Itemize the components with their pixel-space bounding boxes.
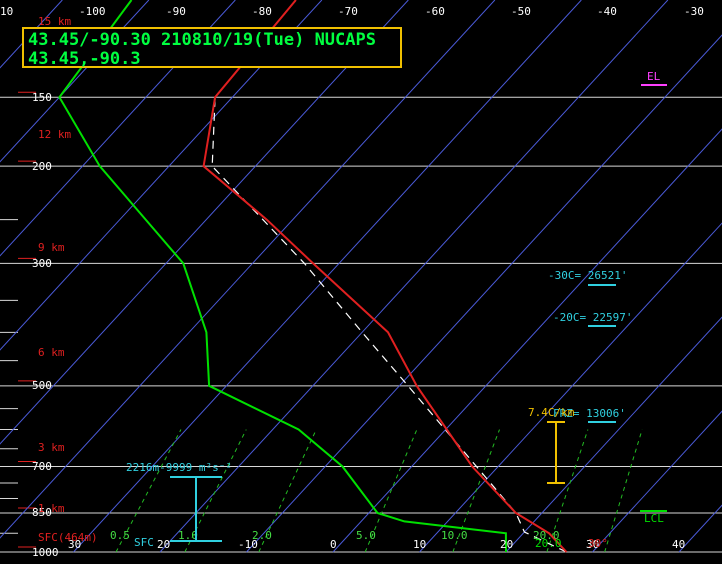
mixing-ratio-line (604, 429, 643, 553)
mixing-ratio-line (546, 429, 589, 553)
isotherm-line (0, 0, 496, 539)
bottom-tick-label: 20 (157, 538, 170, 551)
isobar-lines (0, 91, 722, 553)
pressure-label: 500 (32, 379, 52, 392)
mixing-ratio-label: 5.0 (356, 529, 376, 542)
parcel-trace (211, 97, 567, 553)
sounding-title-box: 43.45/-90.30 210810/19(Tue) NUCAPS 43.45… (22, 27, 402, 69)
mixing-ratio-label: 20.0 (533, 529, 560, 542)
mixing-ratio-line (452, 429, 500, 553)
bottom-tick-label: 30 (586, 538, 599, 551)
bottom-tick-label: 0 (330, 538, 337, 551)
height-label: 15 km (38, 15, 71, 28)
mixing-ratio-lines (115, 429, 643, 553)
isotherm-line (419, 222, 722, 553)
pressure-label: 700 (32, 460, 52, 473)
isotherm-line (592, 410, 722, 553)
isotherm-line (0, 0, 409, 445)
top-tick-label: -100 (79, 5, 106, 18)
sounding-title: 43.45/-90.30 210810/19(Tue) NUCAPS (28, 30, 376, 50)
top-tick-label: -90 (166, 5, 186, 18)
minus20c-label: -20C= 22597' (553, 311, 632, 324)
mixing-ratio-line (258, 429, 317, 553)
top-tick-label: -80 (252, 5, 272, 18)
helicity-label: 2216m-9999 m²s⁻² (126, 461, 232, 474)
dewpoint-trace (58, 0, 507, 553)
top-tick-label: 10 (0, 5, 13, 18)
isotherm-line (246, 34, 722, 553)
bottom-tick-label: 40 (672, 538, 685, 551)
minus30c-label: -30C= 26521' (548, 269, 627, 282)
pressure-label: 200 (32, 160, 52, 173)
sfc-label: SFC (134, 536, 154, 549)
top-tick-label: -70 (338, 5, 358, 18)
bottom-tick-label: 10 (413, 538, 426, 551)
mixing-ratio-label: 0.5 (110, 529, 130, 542)
pressure-label: 150 (32, 91, 52, 104)
mixing-ratio-label: 1.0 (178, 529, 198, 542)
isotherm-line (332, 128, 722, 553)
mixing-ratio-line (115, 429, 182, 553)
pressure-label: 850 (32, 506, 52, 519)
el-label: EL (647, 70, 661, 83)
isotherm-line (0, 0, 236, 257)
bottom-tick-label: -10 (238, 538, 258, 551)
height-label: 3 km (38, 441, 65, 454)
top-tick-label: -30 (684, 5, 704, 18)
isotherm-line (159, 0, 669, 553)
sounding-profiles (58, 0, 568, 553)
surface-temperature-label: 30° (588, 537, 608, 550)
lapse-rate-label: 7.4C/km (528, 406, 575, 419)
mixing-ratio-label: 2.0 (252, 529, 272, 542)
bottom-tick-label: 20 (500, 538, 513, 551)
isotherm-line (678, 504, 722, 553)
pressure-label: 300 (32, 257, 52, 270)
top-tick-label: -60 (425, 5, 445, 18)
freezing-level-label: FRZ= 13006' (553, 407, 626, 420)
height-label: 1 km (38, 502, 65, 515)
height-label: 12 km (38, 128, 71, 141)
temperature-trace (202, 0, 568, 553)
isotherm-line (505, 316, 722, 553)
mixing-ratio-label: 10.0 (441, 529, 468, 542)
pressure-label: 1000 (32, 546, 59, 559)
top-tick-label: -40 (597, 5, 617, 18)
height-label: 9 km (38, 241, 65, 254)
bottom-tick-label: 30 (68, 538, 81, 551)
height-label: SFC(464m) (38, 531, 98, 544)
lcl-label: LCL (644, 512, 664, 525)
sounding-location: 43.45,-90.3 (28, 49, 141, 69)
top-tick-label: -50 (511, 5, 531, 18)
isotherm-line (0, 0, 323, 351)
mixing-ratio-line (364, 429, 418, 553)
height-label: 6 km (38, 346, 65, 359)
surface-dewpoint-label: 20.0 (535, 537, 562, 550)
mixing-ratio-line (184, 429, 247, 553)
